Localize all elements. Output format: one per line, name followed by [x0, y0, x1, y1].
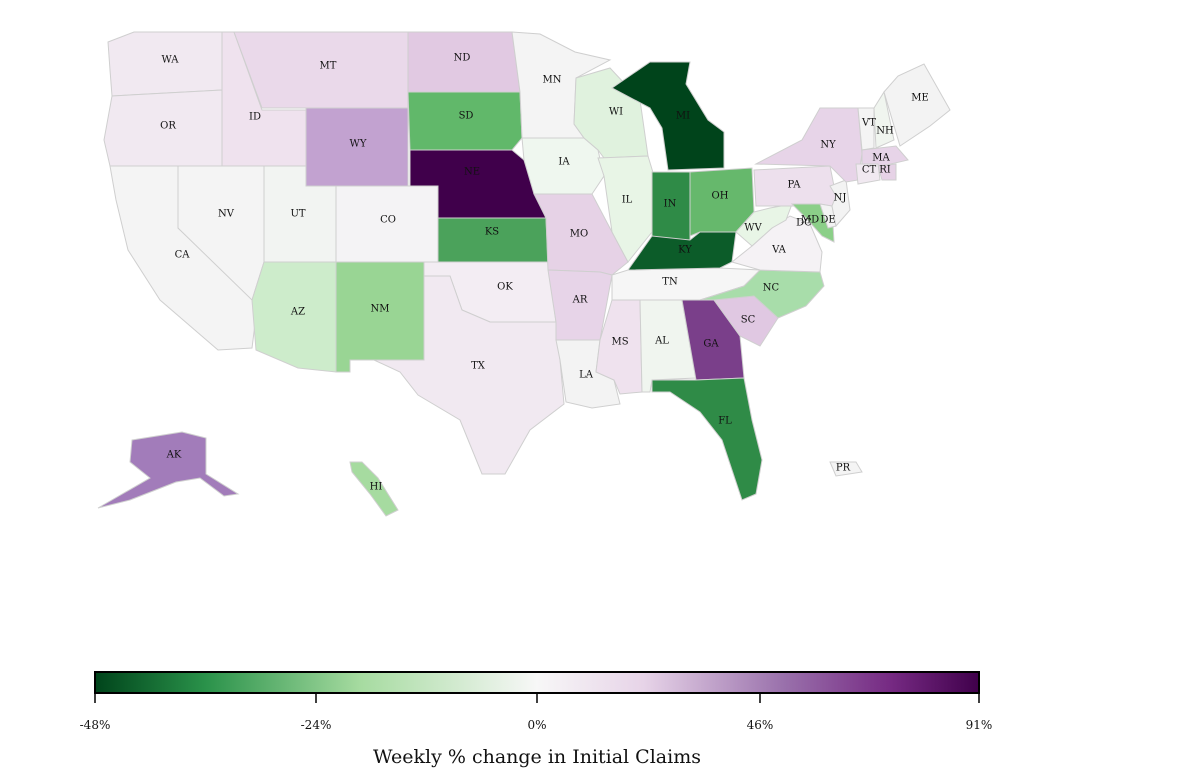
state-ky — [627, 231, 737, 271]
state-label: OR — [160, 121, 176, 132]
state-label: NC — [763, 283, 780, 294]
state-label: AR — [572, 295, 588, 306]
colorbar-tick-label: 46% — [747, 718, 774, 732]
state-label: MS — [611, 337, 628, 348]
state-pr — [829, 461, 863, 477]
state-sd — [407, 91, 523, 151]
state-label: CT — [862, 165, 877, 176]
state-label: NH — [876, 126, 894, 137]
state-label: GA — [703, 339, 719, 350]
state-labels: WA OR CA NV ID MT WY UT CO AZ NM ND SD N… — [160, 53, 929, 493]
state-ri — [877, 163, 897, 181]
state-label: SD — [459, 111, 474, 122]
state-wv — [735, 203, 793, 247]
state-label: IL — [622, 195, 633, 206]
colorbar: -48% -24% 0% 46% 91% Weekly % change in … — [80, 671, 993, 768]
state-label: ME — [911, 93, 929, 104]
state-label: ND — [454, 53, 471, 64]
state-label: MO — [570, 229, 588, 240]
state-label: NJ — [834, 193, 847, 204]
state-label: NE — [464, 167, 480, 178]
state-tx — [373, 275, 565, 475]
state-label: DE — [820, 215, 835, 226]
state-label: DC — [796, 218, 812, 229]
state-label: WA — [161, 55, 179, 66]
state-label: HI — [370, 482, 383, 493]
state-label: PR — [836, 463, 851, 474]
state-nm — [335, 261, 425, 373]
state-label: MN — [543, 75, 562, 86]
state-label: ID — [249, 112, 261, 123]
state-ks — [437, 217, 549, 263]
state-label: CA — [175, 250, 191, 261]
state-label: IN — [664, 199, 677, 210]
state-label: TN — [662, 277, 678, 288]
state-label: AZ — [290, 307, 305, 318]
state-mi — [611, 61, 725, 171]
state-me — [883, 63, 951, 147]
state-vt — [857, 107, 875, 151]
state-ma — [861, 145, 909, 167]
state-label: WY — [350, 139, 367, 150]
colorbar-tick-label: 0% — [527, 718, 546, 732]
state-label: WV — [744, 223, 762, 234]
colorbar-title: Weekly % change in Initial Claims — [373, 746, 701, 768]
state-ak — [97, 431, 240, 509]
state-label: PA — [787, 180, 801, 191]
state-label: AL — [654, 336, 669, 347]
state-label: KS — [485, 227, 499, 238]
colorbar-tick-label: -48% — [80, 718, 111, 732]
state-label: RI — [879, 165, 891, 176]
state-label: NM — [371, 304, 390, 315]
state-label: MI — [676, 111, 690, 122]
state-label: VT — [861, 118, 876, 129]
states-layer — [97, 31, 951, 517]
state-label: NV — [218, 209, 235, 220]
state-label: VA — [771, 245, 787, 256]
state-label: MA — [872, 153, 890, 164]
state-label: OH — [712, 191, 729, 202]
colorbar-gradient — [94, 671, 980, 694]
state-il — [597, 155, 655, 263]
state-label: CO — [380, 215, 396, 226]
state-ct — [855, 163, 881, 185]
state-nh — [873, 90, 895, 149]
state-nc — [699, 269, 825, 319]
state-label: WI — [609, 107, 623, 118]
state-fl — [651, 377, 763, 501]
colorbar-tick-label: -24% — [301, 718, 332, 732]
state-label: UT — [290, 209, 305, 220]
state-label: IA — [558, 157, 570, 168]
state-label: MD — [801, 215, 819, 226]
state-label: AK — [166, 450, 182, 461]
state-label: NY — [820, 140, 836, 151]
state-label: KY — [678, 245, 692, 256]
state-label: MT — [320, 61, 337, 72]
state-label: FL — [718, 416, 732, 427]
state-label: OK — [497, 282, 513, 293]
state-hi — [349, 461, 399, 517]
state-label: SC — [741, 315, 756, 326]
state-label: TX — [471, 361, 486, 372]
state-label: LA — [579, 370, 594, 381]
colorbar-tick-label: 91% — [966, 718, 993, 732]
